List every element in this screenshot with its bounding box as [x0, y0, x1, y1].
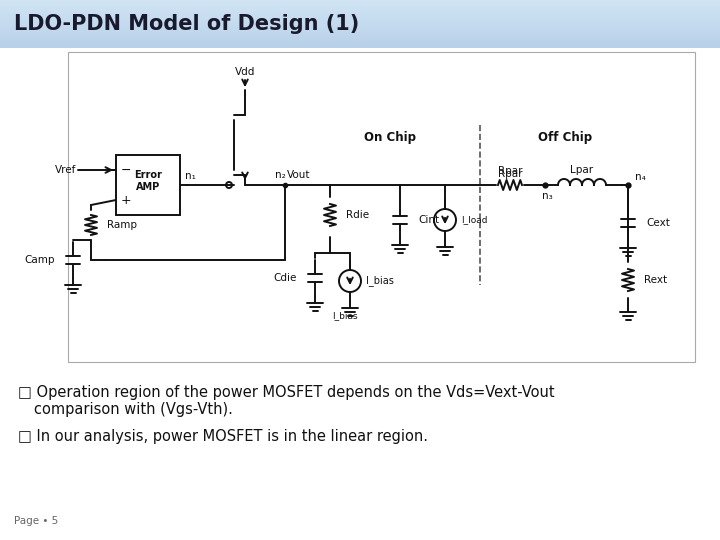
Text: Vout: Vout [287, 170, 311, 180]
Text: I_load: I_load [461, 215, 487, 225]
Text: I_bias: I_bias [366, 275, 394, 286]
Text: Error: Error [134, 170, 162, 180]
Text: n₃: n₃ [541, 191, 552, 201]
Text: Cint: Cint [418, 215, 439, 225]
Text: Ramp: Ramp [107, 220, 137, 230]
Text: I_bias: I_bias [332, 312, 358, 321]
Text: +: + [121, 193, 132, 206]
Text: □ In our analysis, power MOSFET is in the linear region.: □ In our analysis, power MOSFET is in th… [18, 429, 428, 444]
Text: Rpar: Rpar [498, 169, 522, 179]
Text: Vdd: Vdd [235, 67, 255, 77]
Text: Rext: Rext [644, 275, 667, 285]
Text: comparison with (Vgs-Vth).: comparison with (Vgs-Vth). [34, 402, 233, 417]
Text: Page • 5: Page • 5 [14, 516, 58, 526]
Text: Camp: Camp [24, 255, 55, 265]
Text: n₄: n₄ [634, 172, 645, 182]
Text: −: − [121, 164, 132, 177]
Text: LDO-PDN Model of Design (1): LDO-PDN Model of Design (1) [14, 14, 359, 34]
Text: Vref: Vref [55, 165, 76, 175]
FancyBboxPatch shape [116, 155, 180, 215]
Text: Cext: Cext [646, 218, 670, 228]
Text: Off Chip: Off Chip [538, 131, 592, 144]
FancyBboxPatch shape [68, 52, 695, 362]
Text: □ Operation region of the power MOSFET depends on the Vds=Vext-Vout: □ Operation region of the power MOSFET d… [18, 385, 554, 400]
Text: n₁: n₁ [184, 171, 195, 181]
Text: Cdie: Cdie [274, 273, 297, 283]
Text: Lpar: Lpar [570, 165, 593, 175]
Text: Rdie: Rdie [346, 210, 369, 220]
Text: On Chip: On Chip [364, 131, 416, 144]
Text: Rpar: Rpar [498, 166, 522, 176]
Text: n₂: n₂ [274, 170, 285, 180]
Text: AMP: AMP [136, 182, 160, 192]
